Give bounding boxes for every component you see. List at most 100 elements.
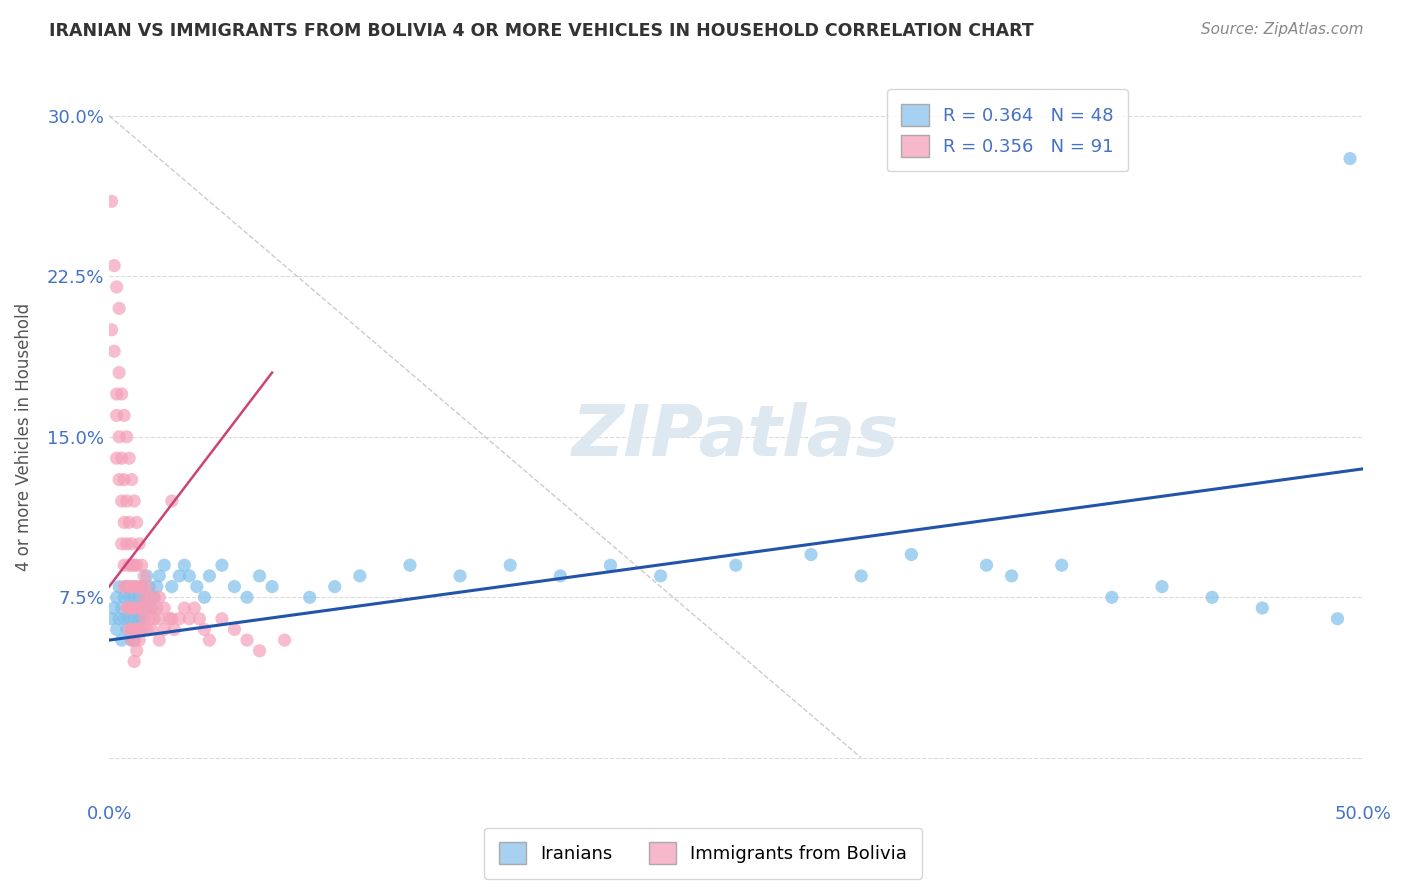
Point <box>134 591 156 605</box>
Point <box>112 473 135 487</box>
Point <box>148 612 170 626</box>
Text: IRANIAN VS IMMIGRANTS FROM BOLIVIA 4 OR MORE VEHICLES IN HOUSEHOLD CORRELATION C: IRANIAN VS IMMIGRANTS FROM BOLIVIA 4 OR … <box>49 22 1033 40</box>
Point <box>118 623 141 637</box>
Point <box>131 601 153 615</box>
Point <box>112 516 135 530</box>
Point <box>141 601 163 615</box>
Point <box>134 591 156 605</box>
Point <box>128 612 150 626</box>
Point <box>1101 591 1123 605</box>
Point <box>135 601 157 615</box>
Point <box>125 601 148 615</box>
Point <box>499 558 522 573</box>
Point <box>1000 569 1022 583</box>
Point <box>211 612 233 626</box>
Point <box>125 558 148 573</box>
Point <box>1326 612 1348 626</box>
Point <box>131 558 153 573</box>
Point <box>134 569 156 583</box>
Point <box>121 537 143 551</box>
Point <box>224 580 246 594</box>
Point <box>118 601 141 615</box>
Point <box>143 591 166 605</box>
Point <box>111 633 134 648</box>
Point <box>650 569 672 583</box>
Point <box>163 623 186 637</box>
Point <box>128 591 150 605</box>
Point <box>112 409 135 423</box>
Point <box>111 451 134 466</box>
Point <box>125 601 148 615</box>
Point <box>118 580 141 594</box>
Point <box>122 623 145 637</box>
Point <box>111 494 134 508</box>
Y-axis label: 4 or more Vehicles in Household: 4 or more Vehicles in Household <box>15 302 32 571</box>
Point <box>115 580 138 594</box>
Point <box>122 591 145 605</box>
Point <box>160 612 183 626</box>
Point <box>145 580 167 594</box>
Point <box>121 473 143 487</box>
Point <box>131 623 153 637</box>
Point <box>148 633 170 648</box>
Point <box>115 580 138 594</box>
Point <box>138 612 160 626</box>
Point <box>122 633 145 648</box>
Point <box>183 601 205 615</box>
Point <box>224 623 246 637</box>
Point <box>148 591 170 605</box>
Point <box>105 409 128 423</box>
Point <box>111 601 134 615</box>
Point <box>550 569 572 583</box>
Point <box>122 558 145 573</box>
Point <box>118 591 141 605</box>
Point <box>125 623 148 637</box>
Point <box>121 633 143 648</box>
Point <box>108 612 131 626</box>
Point <box>105 623 128 637</box>
Point <box>128 601 150 615</box>
Point <box>323 580 346 594</box>
Point <box>134 612 156 626</box>
Point <box>115 601 138 615</box>
Point <box>108 366 131 380</box>
Point <box>599 558 621 573</box>
Point <box>138 591 160 605</box>
Point <box>193 591 215 605</box>
Point <box>135 623 157 637</box>
Point <box>186 580 208 594</box>
Point <box>128 623 150 637</box>
Point <box>115 430 138 444</box>
Point <box>1339 152 1361 166</box>
Point <box>131 612 153 626</box>
Point <box>122 655 145 669</box>
Point <box>122 601 145 615</box>
Point <box>115 537 138 551</box>
Point <box>249 644 271 658</box>
Point <box>131 580 153 594</box>
Point <box>169 569 191 583</box>
Text: ZIPatlas: ZIPatlas <box>572 402 900 471</box>
Point <box>115 494 138 508</box>
Point <box>100 194 122 209</box>
Point <box>125 644 148 658</box>
Point <box>145 601 167 615</box>
Point <box>236 633 259 648</box>
Point <box>262 580 284 594</box>
Point <box>173 601 195 615</box>
Point <box>111 537 134 551</box>
Point <box>108 473 131 487</box>
Point <box>122 612 145 626</box>
Point <box>108 580 131 594</box>
Point <box>179 612 201 626</box>
Point <box>157 612 180 626</box>
Point <box>249 569 271 583</box>
Point <box>298 591 321 605</box>
Point <box>105 387 128 401</box>
Point <box>188 612 211 626</box>
Point <box>112 591 135 605</box>
Point <box>198 569 221 583</box>
Point <box>236 591 259 605</box>
Point <box>108 301 131 316</box>
Point <box>105 591 128 605</box>
